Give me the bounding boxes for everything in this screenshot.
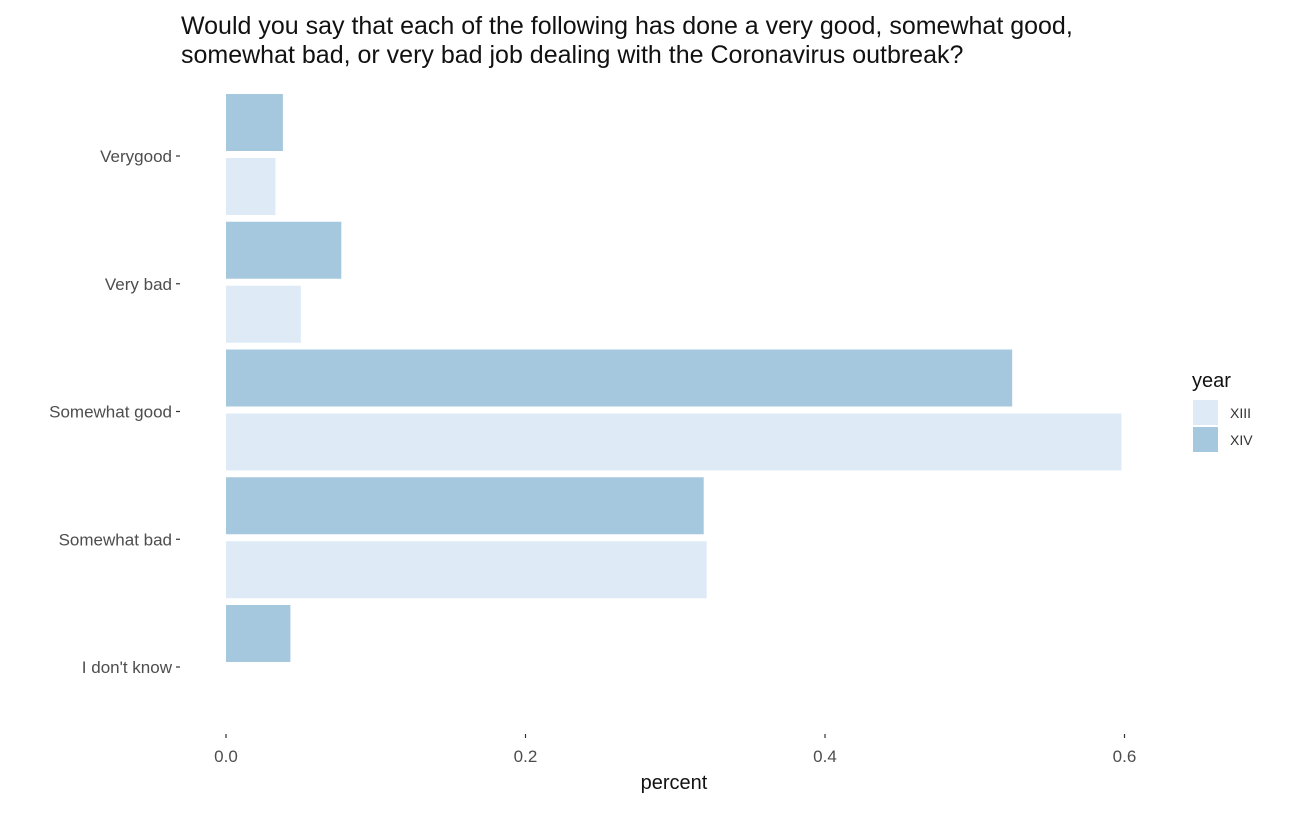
y-tick-label: Somewhat good bbox=[49, 403, 172, 422]
chart-title: Would you say that each of the following… bbox=[181, 12, 1073, 69]
x-tick-label: 0.0 bbox=[214, 747, 238, 766]
x-axis-title: percent bbox=[641, 772, 708, 794]
legend-key-xiii bbox=[1193, 400, 1218, 425]
x-tick-label: 0.6 bbox=[1113, 747, 1137, 766]
bar-xiii-somewhat-good bbox=[226, 413, 1122, 471]
bar-xiv-somewhat-bad bbox=[226, 477, 704, 535]
legend-label-xiv: XIV bbox=[1230, 432, 1253, 448]
legend-title: year bbox=[1192, 370, 1231, 392]
y-tick-label: I don't know bbox=[82, 658, 173, 677]
bar-xiv-very-bad bbox=[226, 221, 342, 279]
bar-xiv-somewhat-good bbox=[226, 349, 1013, 407]
legend-key-xiv bbox=[1193, 427, 1218, 452]
x-tick-label: 0.4 bbox=[813, 747, 837, 766]
legend-label-xiii: XIII bbox=[1230, 405, 1251, 421]
bar-xiv-i-don-t-know bbox=[226, 605, 291, 662]
y-tick-label: Somewhat bad bbox=[59, 530, 172, 549]
x-tick-label: 0.2 bbox=[514, 747, 538, 766]
bar-xiii-somewhat-bad bbox=[226, 541, 707, 599]
y-tick-label: Verygood bbox=[100, 147, 172, 166]
bar-xiii-verygood bbox=[226, 158, 276, 215]
bar-xiv-verygood bbox=[226, 94, 283, 151]
bar-xiii-very-bad bbox=[226, 285, 301, 343]
y-tick-label: Very bad bbox=[105, 275, 172, 294]
